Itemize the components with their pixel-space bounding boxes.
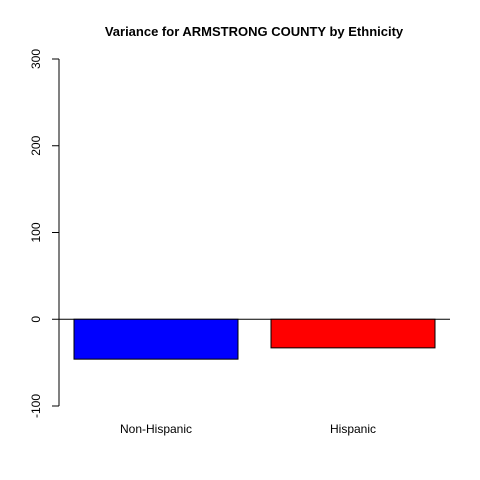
bar-hispanic [270, 318, 436, 349]
y-tick-label: 300 [29, 49, 43, 69]
y-axis: -100 0 100 200 300 [29, 49, 60, 418]
category-label: Hispanic [330, 422, 376, 436]
y-tick-label: 0 [29, 316, 43, 323]
bar-non-hispanic [73, 318, 239, 360]
y-tick-label: 200 [29, 135, 43, 155]
bars [73, 318, 436, 360]
category-label: Non-Hispanic [120, 422, 192, 436]
y-tick-label: -100 [29, 394, 43, 418]
category-labels: Non-Hispanic Hispanic [120, 422, 376, 436]
chart-title: Variance for ARMSTRONG COUNTY by Ethnici… [105, 24, 404, 39]
y-tick-label: 100 [29, 222, 43, 242]
